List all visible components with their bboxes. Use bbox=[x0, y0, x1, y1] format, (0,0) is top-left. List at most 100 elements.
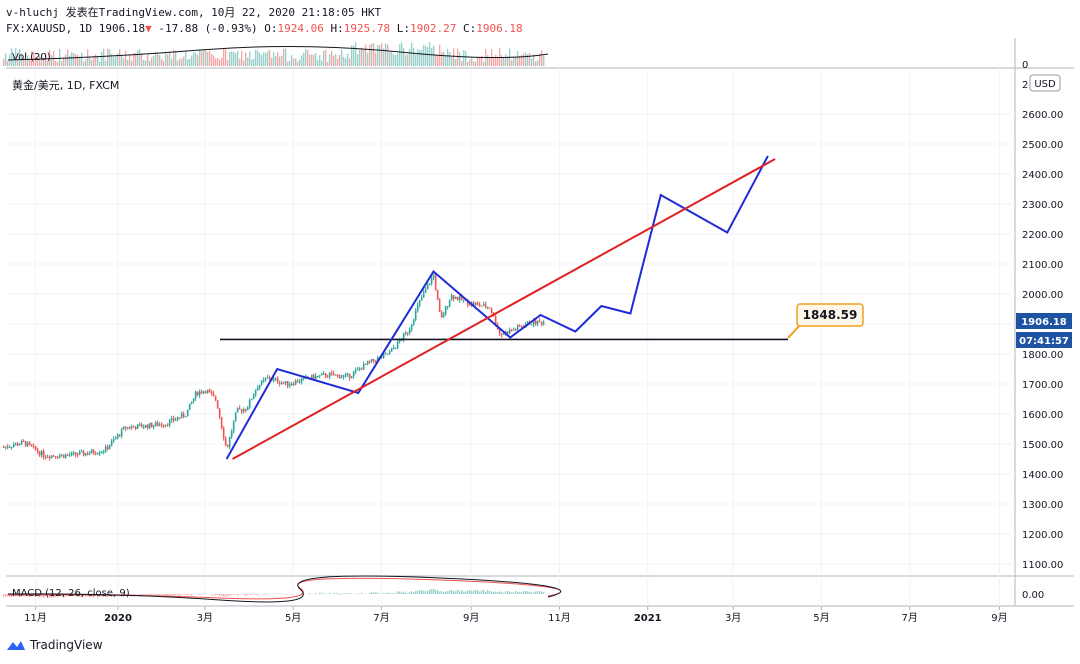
candle-body bbox=[216, 400, 219, 409]
candle-body bbox=[384, 353, 387, 355]
volume-bar bbox=[164, 51, 167, 66]
volume-bar bbox=[220, 57, 223, 66]
volume-bar bbox=[528, 52, 531, 66]
y-tick-label: 2500.00 bbox=[1022, 140, 1063, 151]
macd-histogram-bar bbox=[182, 594, 185, 595]
volume-bar bbox=[318, 55, 321, 66]
candle-body bbox=[144, 424, 147, 428]
macd-histogram-bar bbox=[506, 591, 509, 594]
time-axis[interactable]: 11月 2020 3月 5月 7月 9月 11月 2021 3月 5月 7月 9月 bbox=[24, 606, 1008, 624]
candle-body bbox=[192, 398, 195, 402]
macd-histogram-bar bbox=[428, 589, 431, 594]
volume-bar bbox=[340, 49, 343, 66]
volume-bar bbox=[134, 52, 137, 66]
candle-body bbox=[18, 444, 21, 446]
candle-body bbox=[42, 451, 45, 458]
macd-histogram-bar bbox=[408, 591, 411, 594]
macd-histogram-bar bbox=[520, 592, 523, 594]
tradingview-logo[interactable]: TradingView bbox=[6, 638, 103, 652]
candle-body bbox=[68, 454, 71, 456]
candle-body bbox=[28, 442, 31, 445]
candle-body bbox=[166, 424, 169, 426]
candle-body bbox=[16, 443, 19, 446]
currency-button[interactable]: USD bbox=[1029, 74, 1061, 92]
macd-histogram-bar bbox=[412, 592, 415, 594]
volume-bar bbox=[386, 44, 389, 66]
candle-body bbox=[104, 446, 107, 452]
volume-bar bbox=[234, 53, 237, 66]
macd-histogram-bar bbox=[480, 590, 483, 594]
macd-histogram-bar bbox=[402, 591, 405, 594]
volume-bar bbox=[4, 53, 7, 66]
y-tick-label: 1700.00 bbox=[1022, 380, 1063, 391]
volume-bar bbox=[78, 56, 81, 66]
price-label-callout[interactable]: 1848.59 bbox=[787, 303, 864, 339]
candle-body bbox=[518, 325, 521, 327]
x-tick-label: 3月 bbox=[725, 612, 741, 624]
macd-histogram-bar bbox=[398, 591, 401, 594]
macd-histogram-bar bbox=[434, 589, 437, 594]
candle-body bbox=[510, 329, 513, 331]
macd-histogram-bar bbox=[2, 594, 5, 597]
macd-histogram-bar bbox=[540, 591, 543, 594]
price-axis[interactable]: 1100.00 1200.00 1300.00 1400.00 1500.00 1600.… bbox=[1022, 110, 1063, 571]
volume-bar bbox=[130, 60, 133, 66]
volume-bar bbox=[460, 60, 463, 66]
volume-bar bbox=[500, 55, 503, 66]
macd-histogram-bar bbox=[280, 594, 283, 595]
volume-bar bbox=[384, 43, 387, 66]
candle-body bbox=[78, 451, 81, 455]
candle-body bbox=[300, 378, 303, 382]
volume-bar bbox=[480, 55, 483, 66]
candle-body bbox=[478, 303, 481, 306]
volume-bar bbox=[122, 58, 125, 66]
macd-histogram-bar bbox=[200, 594, 203, 595]
macd-histogram-bar bbox=[216, 594, 219, 595]
candle-body bbox=[134, 426, 137, 429]
candle-body bbox=[284, 381, 287, 383]
candle-body bbox=[346, 373, 349, 375]
candle-body bbox=[220, 417, 223, 428]
candle-body bbox=[368, 361, 371, 363]
macd-histogram-bar bbox=[410, 591, 413, 594]
macd-histogram-bar bbox=[482, 589, 485, 594]
volume-bar bbox=[152, 55, 155, 66]
candle-body bbox=[70, 452, 73, 455]
projection-pattern-line[interactable] bbox=[225, 155, 769, 460]
volume-bar bbox=[50, 55, 53, 66]
chart-title: 黄金/美元, 1D, FXCM bbox=[12, 78, 119, 92]
volume-bar bbox=[148, 60, 151, 66]
candle-body bbox=[272, 378, 275, 381]
macd-histogram-bar bbox=[212, 594, 215, 595]
volume-bar bbox=[464, 51, 467, 66]
candle-body bbox=[214, 396, 217, 401]
volume-bar bbox=[10, 48, 13, 66]
candle-body bbox=[318, 375, 321, 377]
x-tick-label: 7月 bbox=[902, 612, 918, 624]
macd-histogram-bar bbox=[198, 594, 201, 595]
volume-bar bbox=[138, 49, 141, 66]
candle-body bbox=[490, 308, 493, 314]
volume-bar bbox=[160, 59, 163, 66]
candle-body bbox=[50, 455, 53, 458]
candle-body bbox=[514, 329, 517, 331]
candle-body bbox=[252, 395, 255, 400]
candle-body bbox=[268, 377, 271, 380]
ohlc-legend: FX:XAUUSD, 1D 1906.18▼ -17.88 (-0.93%) O… bbox=[6, 22, 523, 35]
volume-bar bbox=[46, 61, 49, 66]
volume-bar bbox=[292, 58, 295, 66]
candle-body bbox=[486, 307, 489, 309]
candle-body bbox=[142, 427, 145, 429]
volume-bar bbox=[328, 53, 331, 66]
macd-histogram-bar bbox=[224, 594, 227, 597]
candle-body bbox=[344, 374, 347, 376]
ascending-trend-line[interactable] bbox=[232, 158, 776, 460]
macd-histogram-bar bbox=[186, 594, 189, 596]
volume-axis-label: 0 bbox=[1022, 60, 1028, 71]
candle-body bbox=[136, 424, 139, 429]
candle-body bbox=[154, 422, 157, 426]
volume-bar bbox=[430, 47, 433, 66]
drawings[interactable] bbox=[220, 155, 788, 460]
candle-body bbox=[32, 446, 35, 448]
